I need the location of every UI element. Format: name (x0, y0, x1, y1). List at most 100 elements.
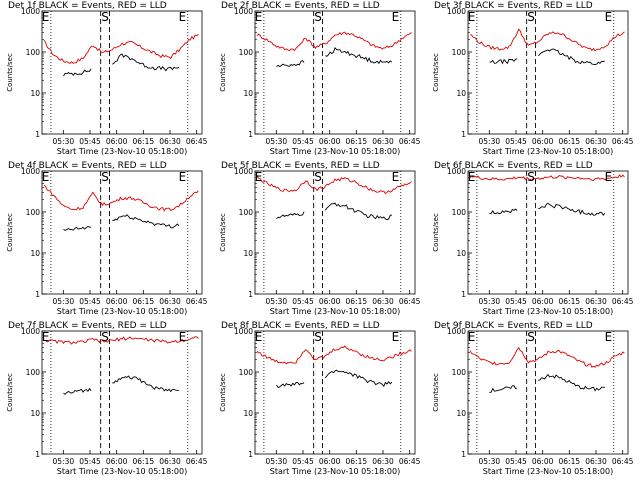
y-tick-label: 1000 (234, 7, 253, 16)
chart-title: Det 1f BLACK = Events, RED = LLD (8, 1, 167, 11)
y-tick-label: 1 (461, 130, 466, 139)
x-tick-label: 05:30 (266, 137, 288, 146)
y-tick-label: 10 (243, 89, 253, 98)
plot-frame (254, 170, 416, 295)
y-axis-label: Counts/sec (432, 53, 440, 92)
chart-svg: Det 3f BLACK = Events, RED = LLD 1 10 100 10… (432, 1, 634, 156)
x-tick-label: 05:45 (505, 137, 527, 146)
end-marker: E (179, 170, 187, 184)
x-tick-label: 06:00 (319, 297, 341, 306)
detector-panel: Det 1f BLACK = Events, RED = LLD 1 10 100 10… (0, 0, 213, 160)
start-marker: S (314, 10, 322, 24)
x-tick-label: 06:30 (585, 297, 607, 306)
x-tick-label: 06:00 (106, 297, 128, 306)
y-tick-label: 1 (35, 290, 40, 299)
x-tick-label: 06:45 (612, 137, 634, 146)
y-tick-label: 1000 (234, 327, 253, 336)
x-axis-label: Start Time (23-Nov-10 05:18:00) (57, 307, 187, 316)
y-tick-label: 1 (35, 450, 40, 459)
y-tick-label: 100 (26, 48, 41, 57)
lld-series-line (256, 31, 412, 52)
detector-panel: Det 7f BLACK = Events, RED = LLD 1 10 100 10… (0, 320, 213, 480)
y-tick-label: 10 (456, 249, 466, 258)
x-tick-label: 06:15 (346, 137, 368, 146)
events-series-line (276, 202, 392, 221)
chart-svg: Det 5f BLACK = Events, RED = LLD 1 10 100 10… (219, 161, 421, 316)
x-axis-label: Start Time (23-Nov-10 05:18:00) (270, 467, 400, 476)
x-tick-label: 05:45 (79, 137, 101, 146)
chart-title: Det 4f BLACK = Events, RED = LLD (8, 161, 167, 171)
x-tick-label: 05:45 (79, 457, 101, 466)
x-tick-label: 06:15 (346, 457, 368, 466)
x-tick-label: 06:30 (585, 137, 607, 146)
end-marker: E (605, 170, 613, 184)
end-marker: E (392, 10, 400, 24)
x-tick-label: 06:00 (532, 457, 554, 466)
y-tick-label: 10 (456, 409, 466, 418)
x-tick-label: 06:00 (106, 137, 128, 146)
plot-frame (467, 330, 629, 455)
x-tick-label: 06:15 (559, 457, 581, 466)
x-tick-label: 06:00 (532, 137, 554, 146)
y-tick-label: 10 (30, 89, 40, 98)
x-tick-label: 06:45 (612, 297, 634, 306)
x-tick-label: 06:45 (186, 297, 208, 306)
x-tick-label: 05:45 (292, 457, 314, 466)
x-tick-label: 06:15 (346, 297, 368, 306)
y-tick-label: 1 (461, 450, 466, 459)
x-tick-label: 05:30 (479, 137, 501, 146)
y-tick-label: 1 (248, 290, 253, 299)
end-marker: E (42, 170, 50, 184)
x-axis-label: Start Time (23-Nov-10 05:18:00) (483, 147, 613, 156)
x-tick-label: 06:30 (585, 457, 607, 466)
x-axis-label: Start Time (23-Nov-10 05:18:00) (57, 147, 187, 156)
y-axis-label: Counts/sec (6, 373, 14, 412)
x-tick-label: 06:15 (133, 297, 155, 306)
x-tick-label: 06:30 (159, 457, 181, 466)
x-tick-label: 06:30 (159, 297, 181, 306)
y-tick-label: 1 (35, 130, 40, 139)
x-tick-label: 06:00 (532, 297, 554, 306)
start-marker: S (527, 330, 535, 344)
detector-panel: Det 3f BLACK = Events, RED = LLD 1 10 100 10… (426, 0, 639, 160)
x-axis-label: Start Time (23-Nov-10 05:18:00) (270, 147, 400, 156)
end-marker: E (468, 170, 476, 184)
events-series-line (276, 369, 393, 388)
x-tick-label: 06:45 (399, 137, 421, 146)
y-tick-label: 10 (243, 249, 253, 258)
plot-frame (467, 170, 629, 295)
lld-series-line (43, 184, 199, 212)
start-marker: S (101, 170, 109, 184)
chart-svg: Det 4f BLACK = Events, RED = LLD 1 10 100 10… (6, 161, 208, 316)
chart-svg: Det 8f BLACK = Events, RED = LLD 1 10 100 10… (219, 321, 421, 476)
lld-series-line (43, 336, 199, 345)
events-series-line (276, 46, 393, 68)
chart-svg: Det 9f BLACK = Events, RED = LLD 1 10 100 10… (432, 321, 634, 476)
plot-frame (41, 10, 203, 135)
start-marker: S (101, 330, 109, 344)
y-axis-label: Counts/sec (219, 53, 227, 92)
end-marker: E (42, 330, 50, 344)
x-tick-label: 06:00 (319, 137, 341, 146)
detector-panel: Det 8f BLACK = Events, RED = LLD 1 10 100 10… (213, 320, 426, 480)
y-tick-label: 10 (30, 249, 40, 258)
plot-frame (254, 10, 416, 135)
plot-frame (41, 330, 203, 455)
y-tick-label: 1000 (234, 167, 253, 176)
events-series-line (63, 53, 180, 77)
x-tick-label: 06:30 (372, 297, 394, 306)
y-axis-label: Counts/sec (432, 373, 440, 412)
events-series-line (489, 202, 606, 216)
detector-panel: Det 6f BLACK = Events, RED = LLD 1 10 100 10… (426, 160, 639, 320)
detector-panel: Det 9f BLACK = Events, RED = LLD 1 10 100 10… (426, 320, 639, 480)
events-series-line (489, 373, 605, 393)
end-marker: E (255, 170, 263, 184)
y-axis-label: Counts/sec (219, 373, 227, 412)
end-marker: E (255, 330, 263, 344)
x-tick-label: 06:30 (372, 137, 394, 146)
end-marker: E (179, 330, 187, 344)
y-tick-label: 1000 (447, 167, 466, 176)
y-tick-label: 10 (30, 409, 40, 418)
y-tick-label: 1000 (21, 167, 40, 176)
